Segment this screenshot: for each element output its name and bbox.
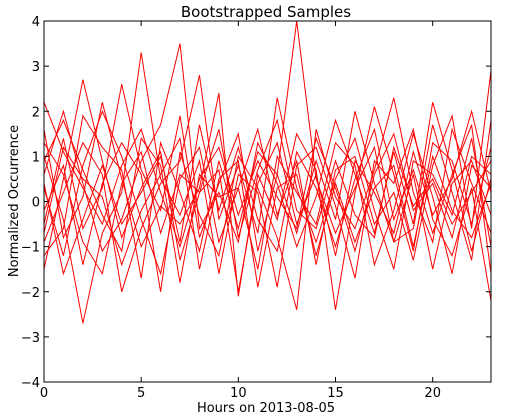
axes: 0 5 10 15 20 −4 −3 −2 −1 0 1 2 3 4 [21,15,492,401]
x-axis-label: Hours on 2013-08-05 [197,401,335,416]
series-line-2 [43,79,492,292]
x-tick-label: 20 [424,386,441,401]
y-tick-label: 2 [32,105,40,120]
series-line-10 [43,119,492,283]
y-tick-label: 3 [32,60,40,75]
series-line-8 [43,93,492,310]
plot-frame [43,20,492,383]
series-line-7 [43,75,492,292]
y-tick-label: −3 [21,331,40,346]
series-line-14 [43,136,492,288]
series-line-13 [43,118,492,276]
series-line-11 [43,111,492,279]
y-tick-label: −2 [21,286,40,301]
y-tick-label: −4 [21,376,40,391]
y-tick-label: 1 [32,150,40,165]
y-tick-label: 0 [32,196,40,211]
x-tick-label: 15 [327,386,344,401]
y-tick-label: −1 [21,241,40,256]
x-tick-label: 0 [40,386,48,401]
y-tick-label: 4 [32,15,40,30]
y-axis-label: Normalized Occurrence [7,125,22,277]
series-lines [43,20,492,324]
x-tick-label: 10 [230,386,247,401]
x-tick-label: 5 [137,386,145,401]
chart-title: Bootstrapped Samples [181,3,351,21]
